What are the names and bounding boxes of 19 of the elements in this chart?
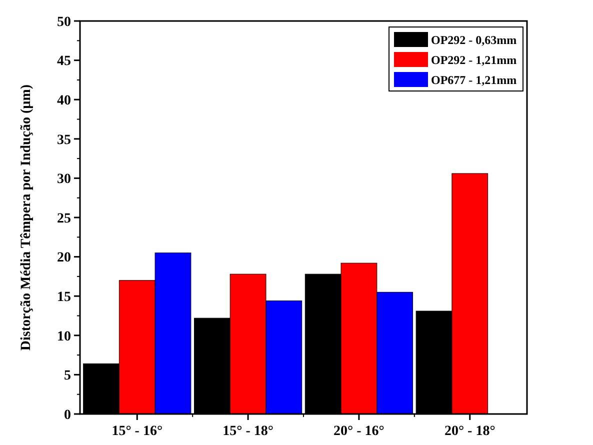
y-tick-label: 15	[57, 290, 71, 305]
y-tick-label: 25	[57, 211, 71, 226]
y-tick-label: 45	[57, 54, 71, 70]
y-tick-label: 5	[64, 368, 71, 384]
x-tick-label: 15° - 16°	[112, 424, 163, 439]
x-tick-label: 20° - 18°	[444, 424, 496, 439]
y-tick-label: 40	[57, 94, 71, 108]
y-tick-label: 10	[57, 329, 71, 344]
legend-label: OP292 - 0,63mm	[431, 33, 517, 48]
y-tick-label: 20	[57, 250, 71, 266]
y-tick-label: 0	[64, 408, 71, 423]
x-tick-label: 20° - 16°	[334, 424, 384, 439]
y-tick-label: 35	[57, 132, 71, 148]
y-tick-label: 50	[57, 14, 71, 30]
legend-label: OP292 - 1,21mm	[431, 53, 517, 68]
legend-label: OP677 - 1,21mm	[431, 73, 517, 88]
y-tick-label: 30	[57, 172, 71, 188]
x-tick-label: 15° - 18°	[222, 424, 274, 439]
y-axis-title: Distorção Média Têmpera por Indução (µm)	[19, 84, 34, 351]
